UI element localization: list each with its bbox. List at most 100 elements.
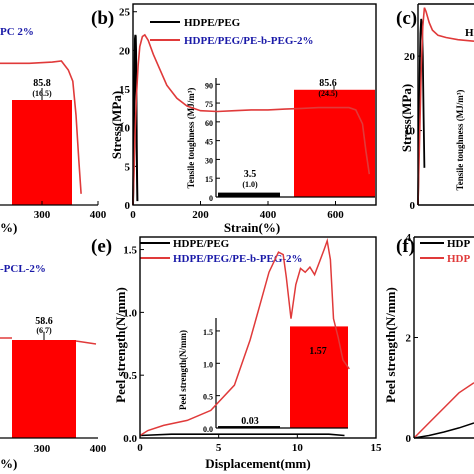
panel-e-y-tick-label: 0.0 [123,433,137,445]
panel-e-legend-entry: HDPE/PEG [173,238,230,250]
panel-a-x-tick-label: 300 [34,209,51,221]
panel-a-curve [0,60,82,194]
panel-b-inset-sd-2: (24.5) [318,89,338,98]
panel-d-inset-bar [12,340,76,438]
panel-a-x-label: %) [0,220,17,235]
panel-e-y-tick-label: 1.0 [123,307,137,319]
panel-c-y-tick-label: 10 [404,126,416,138]
panel-b-inset-y-tick-label: 45 [205,138,213,147]
panel-c-inset-y-label: Tensile toughness (MJ/m³) [455,90,465,191]
panel-e-inset-y-tick-label: 0.0 [203,425,213,434]
panel-b-legend-entry: HDPE/PEG/PE-b-PEG-2% [184,35,314,47]
panel-e-x-ticks: 0 5 10 15 [137,434,382,454]
panel-a-bar-value: 85.8 [33,78,51,89]
panel-b-x-tick-label: 0 [130,209,136,221]
panel-b-inset-sd-1: (1.0) [242,180,258,189]
panel-f: (f) Peel strength(N/mm) 0 2 4 HDP HDP [383,232,474,445]
panel-e-curve-hdpe-peg [139,433,345,437]
panel-e-x-tick-label: 0 [137,442,143,454]
panel-c-legend-fragment: H [465,27,474,39]
panel-f-y-label: Peel strength(N/mm) [383,287,398,403]
panel-b-y-label: Stress(MPa) [109,91,124,159]
panel-d: -PCL-2% 58.6 (6.7) 300 400 %) [0,263,107,471]
panel-b-curve-hdpe-peg [132,34,139,206]
panel-a-inset-bar [12,100,72,205]
panel-b-y-tick-label: 5 [125,161,131,173]
panel-f-curve-red [413,382,474,439]
panel-c-y-tick-label: 0 [410,200,416,212]
panel-b-inset-y-tick-label: 15 [205,175,213,184]
panel-b-y-tick-label: 10 [119,123,131,135]
panel-e-x-tick-label: 5 [216,442,222,454]
panel-f-y-tick-label: 4 [406,232,412,244]
panel-e-inset-y-tick-label: 1.5 [203,328,213,337]
panel-e-curve-pe-b-peg [139,237,350,437]
panel-e-inset-value-1: 0.03 [241,416,259,427]
panel-b-x-tick-label: 200 [192,209,209,221]
panel-c-y-tick-label: 20 [404,51,416,63]
panel-e-inset-y-ticks: 0.0 0.5 1.0 1.5 [203,328,220,434]
panel-d-x-tick-label: 400 [90,443,107,455]
panel-f-y-ticks: 0 2 4 [406,232,418,445]
panel-c-curve-black [417,18,426,206]
panel-b-inset-bar-pe-b-peg [294,89,375,197]
panel-b-inset-value-1: 3.5 [244,169,257,180]
panel-e-frame [139,236,377,439]
panel-b-y-tick-label: 20 [119,45,131,57]
panel-e-inset: 0.0 0.5 1.0 1.5 Peel strength(N/mm) 0.03 1.… [178,318,348,434]
panel-b-inset-value-2: 85.6 [319,78,337,89]
panel-a-legend-red-text: PC 2% [0,26,34,38]
panel-d-curve-right [75,340,97,345]
panel-b-inset-y-tick-label: 0 [209,194,213,203]
panel-e-y-label: Peel strength(N/mm) [113,287,128,403]
panel-d-bar-value: 58.6 [35,316,53,327]
panel-b-inset-y-tick-label: 75 [205,100,213,109]
panel-e-x-label: Displacement(mm) [205,456,310,471]
panel-a: PC 2% 85.8 (16.5) 300 400 %) [0,26,107,235]
panel-c-label: (c) [396,8,417,29]
panel-e-label: (e) [91,236,112,257]
panel-f-curve-black [413,422,474,439]
panel-e-x-tick-label: 15 [371,442,383,454]
panel-b-curve-pe-b-peg [132,33,371,206]
panel-f-label: (f) [396,236,415,257]
panel-e-y-ticks: 0.0 0.5 1.0 1.5 [123,245,144,445]
panel-b-inset-y-ticks: 0 15 30 45 60 75 90 [205,81,220,203]
panel-b-x-ticks: 0 200 400 600 [130,201,344,221]
panel-e-inset-bar-hdpe-peg [218,426,280,429]
panel-e: (e) Peel strength(N/mm) Displacement(mm)… [91,236,382,471]
panel-c-y-label: Stress(MPa) [399,84,414,152]
panel-b-inset-y-tick-label: 60 [205,119,213,128]
panel-d-x-tick-label: 300 [34,443,51,455]
panel-b-y-tick-label: 0 [125,200,131,212]
panel-e-inset-value-2: 1.57 [309,346,327,357]
panel-e-inset-bar-pe-b-peg [290,326,348,428]
panel-b-x-tick-label: 600 [327,209,344,221]
panel-e-y-tick-label: 1.5 [123,245,137,257]
panel-d-x-label: %) [0,456,17,471]
panel-e-y-tick-label: 0.5 [123,370,137,382]
panel-f-y-tick-label: 0 [406,433,412,445]
panel-f-y-tick-label: 2 [406,333,412,345]
panel-e-inset-y-tick-label: 0.5 [203,393,213,402]
panel-b-legend-entry: HDPE/PEG [184,17,241,29]
panel-a-x-tick-label: 400 [90,209,107,221]
panel-f-legend-fragment: HDP [447,238,471,250]
panel-f-legend-fragment: HDP [447,253,471,265]
panel-d-bar-sd: (6.7) [36,326,52,335]
panel-e-x-tick-label: 10 [292,442,304,454]
panel-b-inset-y-tick-label: 90 [205,81,213,90]
panel-b-y-tick-label: 25 [119,7,131,19]
panel-e-legend-entry: HDPE/PEG/PE-b-PEG-2% [173,253,303,265]
panel-b-inset-y-tick-label: 30 [205,156,213,165]
panel-b-inset-bar-hdpe-peg [218,192,280,197]
panel-d-legend-red-text: -PCL-2% [0,263,46,275]
panel-b-x-label: Strain(%) [224,220,280,235]
panel-e-inset-y-label: Peel strength(N/mm) [178,330,188,410]
panel-c: (c) Stress(MPa) Tensile toughness (MJ/m³… [396,3,474,212]
panel-b-y-tick-label: 15 [119,84,131,96]
panel-b-x-tick-label: 400 [260,209,277,221]
